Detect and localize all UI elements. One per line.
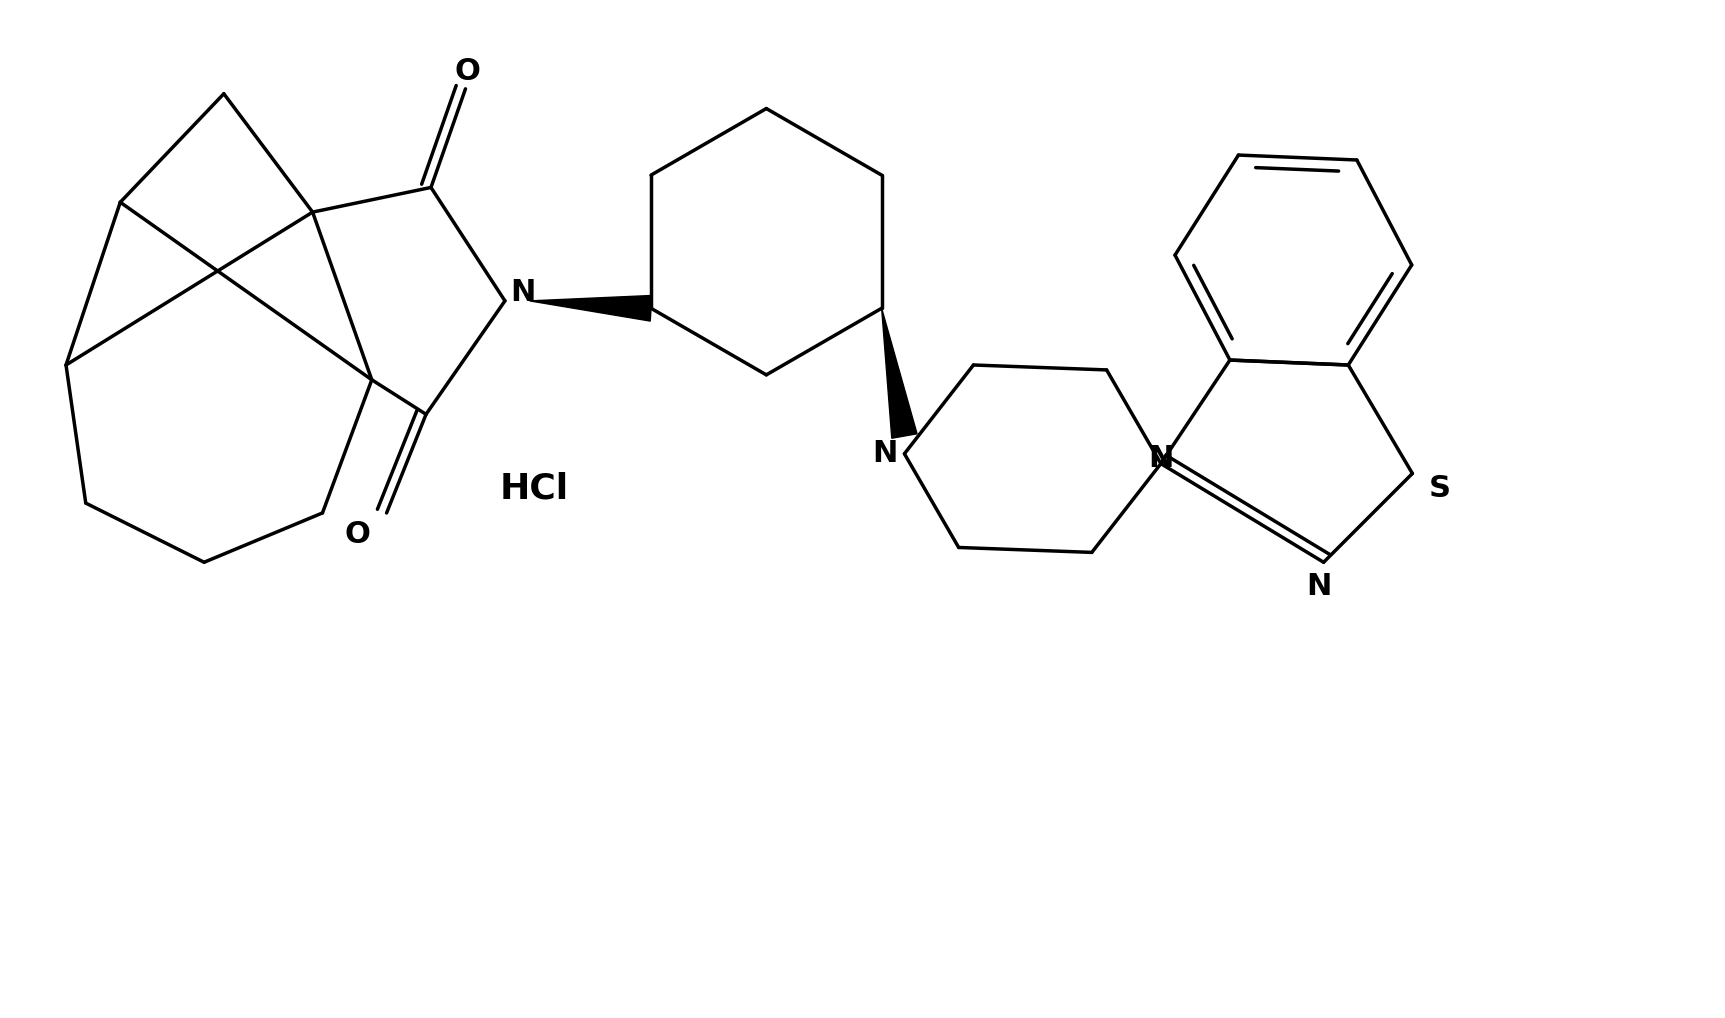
Text: HCl: HCl	[500, 471, 569, 505]
Text: S: S	[1428, 473, 1451, 503]
Polygon shape	[530, 295, 652, 321]
Polygon shape	[881, 308, 918, 439]
Text: O: O	[343, 520, 369, 549]
Text: N: N	[511, 279, 535, 307]
Text: N: N	[873, 439, 897, 468]
Text: N: N	[1306, 572, 1332, 602]
Text: N: N	[1149, 444, 1173, 473]
Text: O: O	[454, 57, 480, 86]
